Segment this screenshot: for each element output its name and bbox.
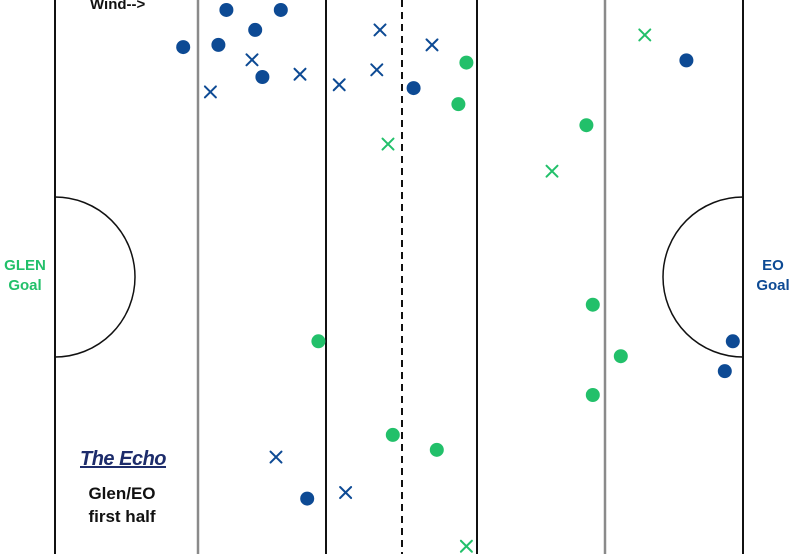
eo-score-dot bbox=[248, 22, 263, 37]
eo-goal-label: EO Goal bbox=[750, 256, 796, 296]
shot-markers bbox=[176, 2, 740, 553]
glen-score-dot bbox=[613, 349, 628, 364]
eo-score-dot bbox=[255, 70, 270, 85]
glen-score-dot bbox=[311, 334, 326, 349]
glen-score-dot bbox=[385, 427, 400, 442]
brand-logo: The Echo bbox=[80, 448, 167, 470]
eo-score-dot bbox=[406, 81, 421, 96]
glen-wide-cross bbox=[459, 539, 473, 553]
glen-wide-cross bbox=[381, 137, 395, 151]
eo-wide-cross bbox=[339, 486, 353, 500]
eo-wide-cross bbox=[373, 23, 387, 37]
eo-goal-line2: Goal bbox=[756, 277, 790, 294]
eo-goal-line1: EO bbox=[762, 257, 784, 274]
wind-label: Wind--> bbox=[90, 0, 146, 13]
caption: Glen/EO first half bbox=[62, 482, 182, 528]
caption-line1: Glen/EO bbox=[88, 484, 156, 503]
eo-wide-cross bbox=[269, 450, 283, 464]
eo-score-dot bbox=[273, 2, 288, 17]
eo-score-dot bbox=[300, 491, 315, 506]
glen-score-dot bbox=[429, 442, 444, 457]
eo-score-dot bbox=[219, 2, 234, 17]
glen-goal-label: GLEN Goal bbox=[2, 256, 48, 296]
eo-score-dot bbox=[176, 40, 191, 55]
glen-goal-line1: GLEN bbox=[4, 257, 46, 274]
eo-wide-cross bbox=[293, 67, 307, 81]
eo-score-dot bbox=[211, 37, 226, 52]
glen-goal-line2: Goal bbox=[8, 277, 42, 294]
glen-wide-cross bbox=[638, 28, 652, 42]
eo-wide-cross bbox=[370, 63, 384, 77]
semicircle-right bbox=[662, 196, 744, 358]
eo-wide-cross bbox=[332, 78, 346, 92]
eo-score-dot bbox=[679, 53, 694, 68]
semicircle-left bbox=[54, 196, 136, 358]
glen-score-dot bbox=[579, 118, 594, 133]
eo-wide-cross bbox=[425, 38, 439, 52]
eo-score-dot bbox=[725, 334, 740, 349]
glen-wide-cross bbox=[545, 164, 559, 178]
glen-score-dot bbox=[451, 97, 466, 112]
caption-line2: first half bbox=[88, 507, 156, 526]
glen-score-dot bbox=[585, 297, 600, 312]
glen-score-dot bbox=[459, 55, 474, 70]
glen-score-dot bbox=[585, 388, 600, 403]
eo-score-dot bbox=[717, 364, 732, 379]
eo-wide-cross bbox=[245, 53, 259, 67]
eo-wide-cross bbox=[203, 85, 217, 99]
